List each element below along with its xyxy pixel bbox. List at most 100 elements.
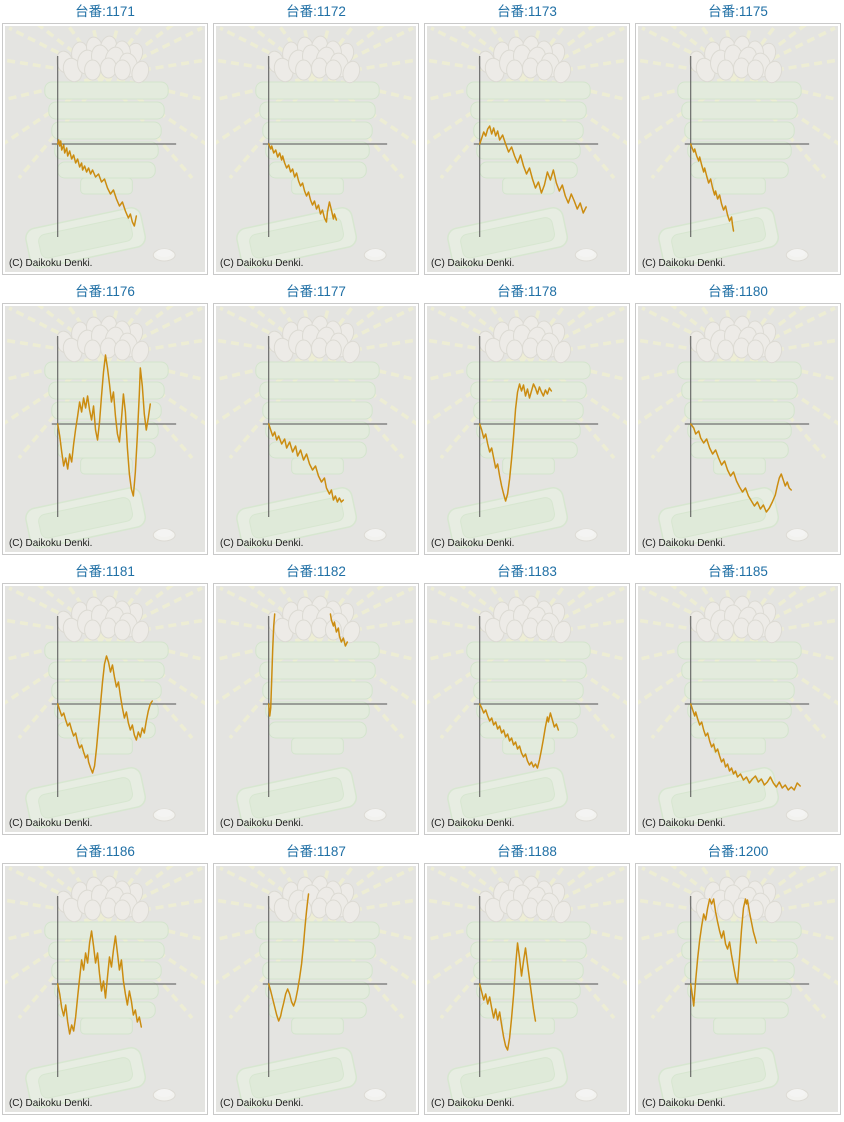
pachinko-machine-watermark [5,306,205,549]
machine-title-link[interactable]: 台番:1185 [635,563,841,581]
pachinko-machine-watermark [5,586,205,829]
bottom-tray-icon [236,207,358,269]
machine-title-link[interactable]: 台番:1181 [2,563,208,581]
tray-stack-icon [44,81,169,195]
pachinko-machine-watermark [427,586,627,829]
machine-title-link[interactable]: 台番:1183 [424,563,630,581]
ball-pile-icon [267,595,361,644]
coin-icon [574,1088,598,1102]
axes [684,336,810,517]
machine-title-link[interactable]: 台番:1172 [213,3,419,21]
chart-canvas: (C) Daikoku Denki. [427,26,627,272]
tray-stack-icon [466,641,591,755]
pachinko-machine-watermark [638,26,838,269]
machine-title-link[interactable]: 台番:1187 [213,843,419,861]
coin-icon [363,808,387,822]
ball-pile-icon [689,595,783,644]
bottom-tray-icon [25,207,147,269]
data-polyline [689,423,792,513]
chart-frame: (C) Daikoku Denki. [213,583,419,835]
machine-title-text: 台番:1183 [497,564,557,579]
data-line [56,139,138,227]
machine-title-link[interactable]: 台番:1171 [2,3,208,21]
copyright-text: (C) Daikoku Denki. [9,818,92,829]
tray-stack-icon [466,81,591,195]
ball-pile-icon [478,875,572,924]
ball-pile-icon [689,315,783,364]
data-polyline [478,383,553,502]
chart-canvas: (C) Daikoku Denki. [216,26,416,272]
bottom-tray-icon [25,1047,147,1109]
chart-canvas: (C) Daikoku Denki. [427,866,627,1112]
copyright-text: (C) Daikoku Denki. [431,1098,514,1109]
ball-pile-icon [478,595,572,644]
data-line [478,383,553,502]
machine-title-link[interactable]: 台番:1177 [213,283,419,301]
chart-canvas: (C) Daikoku Denki. [216,586,416,832]
data-polyline [56,930,143,1035]
chart-frame: (C) Daikoku Denki. [424,583,630,835]
chart-canvas: (C) Daikoku Denki. [427,586,627,832]
data-line [56,354,152,497]
pachinko-machine-watermark [216,586,416,829]
machine-title-link[interactable]: 台番:1178 [424,283,630,301]
machine-title-text: 台番:1185 [708,564,768,579]
tray-stack-icon [466,921,591,1035]
chart-frame: (C) Daikoku Denki. [2,863,208,1115]
bottom-tray-icon [447,767,569,829]
chart-card: 台番:1176 [2,283,208,555]
machine-title-text: 台番:1173 [497,4,557,19]
tray-stack-icon [677,81,802,195]
data-line [267,423,345,503]
machine-title-text: 台番:1176 [75,284,135,299]
machine-title-link[interactable]: 台番:1175 [635,3,841,21]
pachinko-machine-watermark [216,306,416,549]
tray-stack-icon [255,921,380,1035]
coin-icon [785,1088,809,1102]
chart-canvas: (C) Daikoku Denki. [216,866,416,1112]
machine-title-text: 台番:1187 [286,844,346,859]
axes [684,616,810,797]
machine-title-link[interactable]: 台番:1188 [424,843,630,861]
copyright-text: (C) Daikoku Denki. [220,1098,303,1109]
chart-card: 台番:1178 [424,283,630,555]
pachinko-machine-watermark [638,306,838,549]
chart-canvas: (C) Daikoku Denki. [427,306,627,552]
machine-title-link[interactable]: 台番:1173 [424,3,630,21]
copyright-text: (C) Daikoku Denki. [9,1098,92,1109]
machine-title-link[interactable]: 台番:1182 [213,563,419,581]
chart-frame: (C) Daikoku Denki. [424,303,630,555]
machine-title-link[interactable]: 台番:1180 [635,283,841,301]
chart-card: 台番:1183 [424,563,630,835]
coin-icon [785,248,809,262]
coin-icon [363,248,387,262]
pachinko-machine-watermark [216,26,416,269]
bottom-tray-icon [25,767,147,829]
chart-canvas: (C) Daikoku Denki. [5,26,205,272]
data-line [689,898,758,1007]
axes [51,616,177,797]
data-polyline [267,613,276,717]
ball-pile-icon [267,875,361,924]
chart-frame: (C) Daikoku Denki. [635,23,841,275]
machine-title-link[interactable]: 台番:1200 [635,843,841,861]
copyright-text: (C) Daikoku Denki. [9,538,92,549]
machine-title-text: 台番:1188 [497,844,557,859]
data-line [689,703,801,791]
axes [262,336,388,517]
axes [473,56,599,237]
machine-title-link[interactable]: 台番:1176 [2,283,208,301]
coin-icon [152,1088,176,1102]
axes [473,336,599,517]
coin-icon [363,528,387,542]
machine-title-link[interactable]: 台番:1186 [2,843,208,861]
data-line [478,703,560,769]
axes [473,616,599,797]
pachinko-machine-watermark [427,26,627,269]
data-line [478,125,587,214]
copyright-text: (C) Daikoku Denki. [431,538,514,549]
bottom-tray-icon [658,1047,780,1109]
machine-title-text: 台番:1181 [75,564,135,579]
coin-icon [152,528,176,542]
